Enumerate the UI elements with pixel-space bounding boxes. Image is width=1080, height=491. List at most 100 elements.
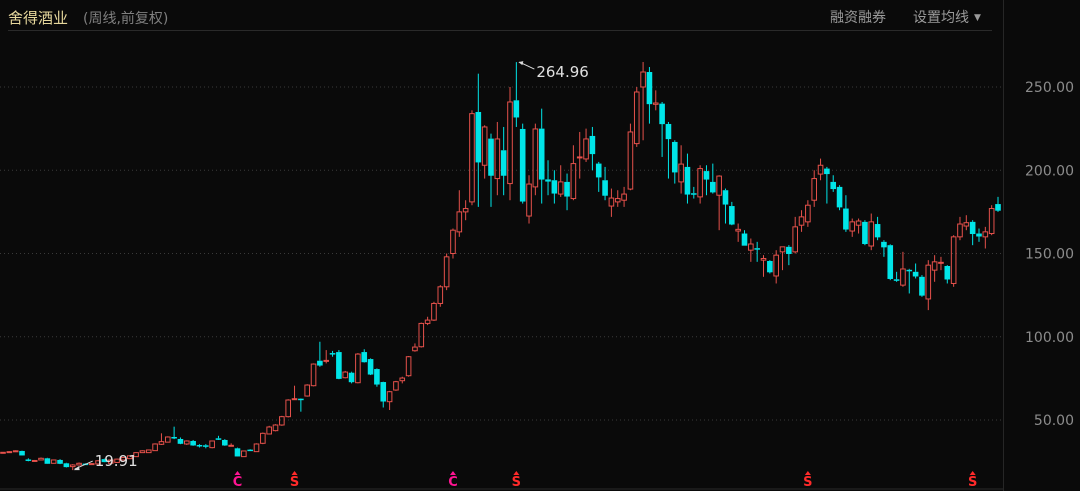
candle-body <box>729 206 735 225</box>
candle-down <box>976 228 982 242</box>
marker-arrow-icon <box>234 471 241 475</box>
candle-body <box>684 166 691 195</box>
candle-up <box>76 462 82 466</box>
candle-up <box>792 216 798 254</box>
candle-down <box>659 101 665 157</box>
stock-name: 舍得酒业 <box>8 9 69 27</box>
candle-body <box>304 384 311 397</box>
candle-body <box>703 171 710 180</box>
candle-up <box>760 255 767 277</box>
candle-up <box>798 210 805 232</box>
candle-body <box>773 254 779 277</box>
candle-up <box>450 228 456 259</box>
candle-down <box>710 163 716 194</box>
event-marker-c: C <box>448 471 458 490</box>
candle-body <box>862 221 868 245</box>
y-tick-label: 50.00 <box>1034 413 1074 429</box>
candle-down <box>348 371 355 384</box>
candle-up <box>133 452 139 458</box>
candle-body <box>285 399 291 418</box>
candle-body <box>107 459 114 464</box>
candle-body <box>982 231 989 238</box>
candle-body <box>887 245 894 279</box>
caret-down-icon: ▼ <box>974 13 981 23</box>
candle-up <box>6 451 13 454</box>
candle-down <box>519 123 526 204</box>
candle-down <box>843 195 849 232</box>
candle-up <box>640 62 646 141</box>
candle-down <box>298 398 304 412</box>
candle-body <box>298 398 304 401</box>
candle-body <box>824 168 830 175</box>
candle-up <box>576 131 583 179</box>
candle-body <box>355 353 361 384</box>
candle-up <box>678 145 684 194</box>
candle-body <box>919 276 925 296</box>
set-moving-average-button[interactable]: 设置均线 ▼ <box>913 7 981 27</box>
candle-up <box>260 432 266 445</box>
candle-down <box>602 166 608 201</box>
candle-up <box>716 175 722 231</box>
candle-down <box>595 161 602 192</box>
candle-body <box>336 352 342 379</box>
candle-up <box>633 87 640 147</box>
candle-body <box>215 438 222 440</box>
candle-body <box>348 372 355 383</box>
marker-arrow-icon <box>969 471 976 475</box>
arrowhead-icon <box>73 466 80 471</box>
candle-body <box>158 441 165 445</box>
margin-trading-button[interactable]: 融资融券 <box>830 10 886 26</box>
candle-down <box>995 196 1001 212</box>
candle-body <box>171 436 177 439</box>
candle-body <box>912 271 919 277</box>
low-price-label: 19.91 <box>95 452 138 470</box>
candle-down <box>646 67 653 124</box>
marker-arrow-icon <box>291 471 298 475</box>
candle-body <box>893 279 900 281</box>
candle-body <box>310 363 317 387</box>
candle-body <box>652 102 659 105</box>
candle-body <box>317 360 323 366</box>
candle-up <box>982 226 989 249</box>
candle-body <box>741 233 748 246</box>
candle-up <box>570 145 577 201</box>
candle-up <box>957 216 963 241</box>
marker-label: S <box>803 475 812 490</box>
candle-up <box>12 450 19 453</box>
candle-body <box>469 113 475 203</box>
candle-body <box>76 462 82 466</box>
candle-up <box>621 186 627 207</box>
high-price-label: 264.96 <box>536 63 589 81</box>
candle-down <box>665 121 672 179</box>
y-tick-label: 100.00 <box>1025 330 1074 346</box>
candle-down <box>862 220 868 246</box>
candle-body <box>614 198 621 203</box>
candle-up <box>614 190 621 207</box>
chart-header: 舍得酒业 (周线,前复权) 融资融券 设置均线 ▼ <box>0 0 1080 31</box>
candle-down <box>317 341 323 367</box>
candle-body <box>367 359 374 375</box>
candle-up <box>266 425 272 435</box>
candle-body <box>500 150 507 176</box>
candle-down <box>475 73 482 207</box>
candle-up <box>526 175 532 224</box>
candle-up <box>469 110 475 206</box>
candle-up <box>462 200 469 221</box>
candle-down <box>488 133 494 207</box>
candle-body <box>152 443 158 452</box>
marker-label: S <box>968 475 977 490</box>
candle-body <box>538 128 545 180</box>
candle-body <box>944 265 951 280</box>
candle-body <box>710 181 716 193</box>
candle-up <box>532 123 539 196</box>
y-tick-label: 150.00 <box>1025 247 1074 263</box>
candle-body <box>690 193 697 195</box>
candle-down <box>874 216 881 241</box>
candle-up <box>773 250 779 284</box>
candle-down <box>57 459 63 465</box>
candle-up <box>0 451 6 454</box>
candle-body <box>120 456 127 461</box>
candle-down <box>786 245 792 266</box>
candle-down <box>830 175 837 192</box>
